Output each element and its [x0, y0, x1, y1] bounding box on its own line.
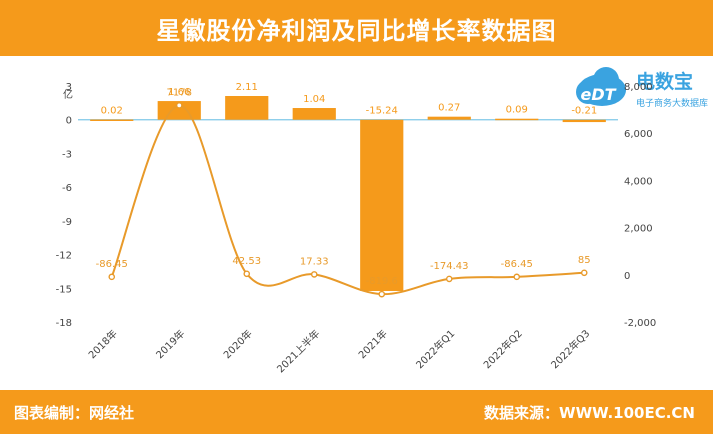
y-tick-label: -18	[56, 318, 72, 329]
cloud-icon-top	[593, 67, 619, 93]
bar	[360, 119, 404, 291]
bar	[90, 119, 134, 121]
line-point	[445, 275, 453, 283]
y-tick-label: -9	[62, 217, 72, 228]
footer-source: 数据来源：WWW.100EC.CN	[484, 404, 695, 422]
x-tick-label: 2022年Q1	[413, 327, 457, 371]
y2-tick-label: 0	[624, 271, 630, 282]
line-point	[513, 273, 521, 281]
y2-tick-label: -2,000	[624, 318, 656, 329]
bar	[292, 108, 336, 120]
logo-tagline: 电子商务大数据库	[636, 97, 708, 109]
x-tick-label: 2022年Q3	[548, 327, 592, 371]
line-value-label: 17.33	[300, 256, 329, 267]
chart-area: eDT 电数宝 电子商务大数据库 亿 3 0 -3 -6 -9 -12 -15 -18 8,000…	[0, 56, 713, 390]
cloud-icon-left	[576, 80, 600, 104]
line-series	[108, 102, 588, 298]
y-tick-label: -15	[56, 284, 72, 295]
bar-value-label: -0.21	[571, 106, 597, 117]
chart-title: 星徽股份净利润及同比增长率数据图	[156, 16, 557, 45]
bar	[562, 119, 606, 123]
line-point	[175, 102, 183, 109]
bar-value-label: 2.11	[236, 82, 258, 93]
data-labels: 0.02 1.66 2.11 1.04 -15.24 0.27 0.09 -0.21 -86.4…	[96, 82, 598, 287]
x-tick-label: 2020年	[221, 327, 255, 361]
bar-value-label: 1.66	[168, 87, 190, 98]
logo-badge-text: eDT	[580, 85, 616, 104]
x-tick-label: 2022年Q2	[481, 327, 525, 371]
bar-value-label: 0.02	[101, 105, 123, 116]
axes: 亿3 0 -3 -6 -9 -12 -15 -18 8,000 6,000 4,000 2,000 0 -…	[56, 82, 657, 375]
x-tick-label: 2019年	[153, 327, 187, 361]
y-axis-unit: 亿	[63, 88, 73, 101]
line-value-label: -174.43	[430, 261, 469, 272]
chart-svg: eDT 电数宝 电子商务大数据库 亿3 0 -3 -6 -9 -12 -15 -18 8,000…	[56, 67, 708, 375]
edt-logo: eDT 电数宝 电子商务大数据库	[576, 67, 708, 109]
line-value-label: 42.53	[232, 256, 261, 267]
y2-tick-label: 6,000	[624, 129, 653, 140]
line-value-label: -86.45	[96, 259, 128, 270]
line-value-label: 85	[578, 255, 591, 266]
x-tick-label: 2021上半年	[274, 327, 322, 375]
bar-value-label: 0.09	[506, 105, 528, 116]
x-tick-label: 2021年	[356, 327, 390, 361]
line-value-label: 7178	[167, 87, 192, 98]
logo-name: 电数宝	[636, 70, 693, 93]
y-tick-label: 3	[66, 82, 72, 93]
line-point	[310, 271, 318, 278]
line-point	[580, 269, 588, 277]
x-tick-label: 2018年	[86, 327, 120, 361]
y-tick-label: 0	[66, 116, 72, 127]
line-value-label: -819.6	[366, 276, 398, 287]
bar-value-label: 0.27	[438, 103, 460, 114]
y-tick-label: -12	[56, 251, 72, 262]
line-point	[243, 270, 251, 278]
line-value-label: -86.45	[501, 259, 533, 270]
bar-value-label: -15.24	[366, 106, 398, 117]
bar	[427, 116, 471, 120]
line-point	[378, 290, 386, 298]
line-point	[108, 273, 116, 281]
y-tick-label: -3	[62, 149, 72, 160]
y2-tick-label: 2,000	[624, 224, 653, 235]
bar	[495, 118, 539, 121]
footer-editor: 图表编制：网经社	[14, 404, 135, 422]
bar	[225, 96, 269, 120]
chart-header: 星徽股份净利润及同比增长率数据图	[0, 0, 713, 56]
bar-value-label: 1.04	[303, 94, 325, 105]
chart-footer: 图表编制：网经社 数据来源：WWW.100EC.CN	[0, 390, 713, 434]
y2-tick-label: 4,000	[624, 176, 653, 187]
y-tick-label: -6	[62, 183, 72, 194]
y2-tick-label: 8,000	[624, 82, 653, 93]
